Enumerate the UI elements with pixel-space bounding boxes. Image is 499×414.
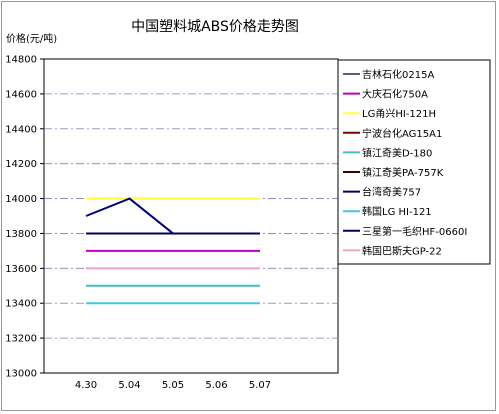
x-tick-label: 5.06 — [205, 380, 227, 391]
y-tick-label: 14200 — [5, 159, 37, 170]
y-tick-label: 14400 — [5, 124, 37, 135]
y-tick-label: 13200 — [5, 334, 37, 345]
legend-label: 三星第一毛织HF-0660I — [362, 225, 467, 238]
x-tick-label: 5.07 — [249, 380, 271, 391]
legend-box — [337, 59, 491, 265]
legend-label: LG甬兴HI-121H — [362, 108, 436, 120]
y-tick-label: 13800 — [5, 229, 37, 240]
y-tick-label: 14600 — [5, 89, 37, 100]
legend-label: 韩国巴斯夫GP-22 — [362, 244, 442, 257]
legend-label: 镇江奇美D-180 — [362, 146, 432, 159]
series-line-6 — [85, 197, 260, 235]
y-tick-label: 14000 — [5, 194, 37, 205]
legend-label: 吉林石化0215A — [362, 68, 434, 81]
legend-label: 大庆石化750A — [362, 88, 428, 101]
y-tick-label: 13000 — [5, 369, 37, 380]
y-tick-label: 14800 — [5, 55, 37, 66]
chart-title: 中国塑料城ABS价格走势图 — [131, 19, 299, 35]
x-tick-label: 5.04 — [118, 380, 140, 391]
legend-label: 韩国LG HI-121 — [362, 205, 432, 218]
y-axis-unit-label: 价格(元/吨) — [6, 32, 57, 45]
legend-label: 台湾奇美757 — [362, 186, 421, 199]
legend-label: 宁波台化AG15A1 — [362, 127, 442, 140]
y-tick-label: 13600 — [5, 264, 37, 275]
legend-label: 镇江奇美PA-757K — [362, 166, 444, 179]
y-tick-label: 13400 — [5, 299, 37, 310]
x-tick-label: 4.30 — [75, 380, 97, 391]
x-tick-label: 5.05 — [162, 380, 184, 391]
